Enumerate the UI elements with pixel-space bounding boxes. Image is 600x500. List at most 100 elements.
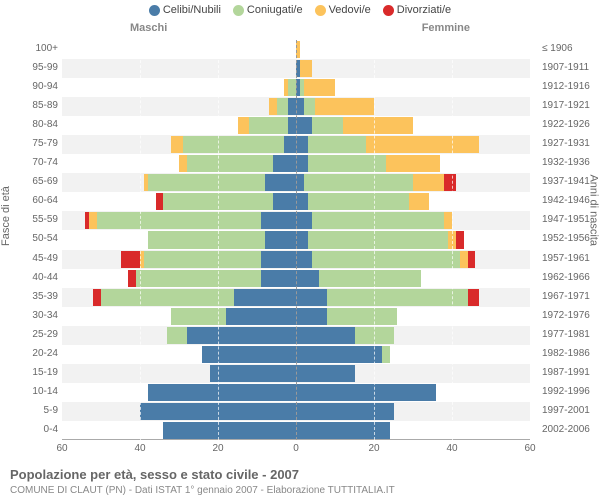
bar-segment xyxy=(296,174,304,191)
bar-segment xyxy=(460,251,468,268)
bar-segment xyxy=(187,155,273,172)
male-bar xyxy=(128,270,296,287)
bar-segment xyxy=(136,270,261,287)
birth-label: 1977-1981 xyxy=(542,326,600,343)
female-bar xyxy=(296,193,429,210)
female-bar xyxy=(296,251,475,268)
female-bar xyxy=(296,308,397,325)
bar-segment xyxy=(179,155,187,172)
age-label: 40-44 xyxy=(0,269,58,286)
birth-label: 1997-2001 xyxy=(542,402,600,419)
legend-label: Vedovi/e xyxy=(329,4,371,16)
age-label: 45-49 xyxy=(0,250,58,267)
female-bar xyxy=(296,289,479,306)
male-bar xyxy=(202,346,296,363)
male-bar xyxy=(148,384,296,401)
population-pyramid-chart: Celibi/NubiliConiugati/eVedovi/eDivorzia… xyxy=(0,0,600,500)
birth-label: 1952-1956 xyxy=(542,230,600,247)
bar-segment xyxy=(284,136,296,153)
bar-segment xyxy=(202,346,296,363)
bar-segment xyxy=(386,155,441,172)
bar-segment xyxy=(296,422,390,439)
x-tick: 40 xyxy=(446,443,457,454)
legend-swatch xyxy=(149,5,160,16)
birth-label: 2002-2006 xyxy=(542,421,600,438)
bar-segment xyxy=(187,327,296,344)
bar-segment xyxy=(288,79,296,96)
age-label: 100+ xyxy=(0,40,58,57)
female-bar xyxy=(296,384,436,401)
bar-segment xyxy=(163,193,272,210)
birth-label: ≤ 1906 xyxy=(542,40,600,57)
age-label: 65-69 xyxy=(0,173,58,190)
bar-segment xyxy=(163,422,296,439)
female-bar xyxy=(296,327,394,344)
bar-segment xyxy=(319,270,420,287)
bar-segment xyxy=(304,98,316,115)
female-bar xyxy=(296,365,355,382)
birth-label: 1922-1926 xyxy=(542,116,600,133)
bar-segment xyxy=(448,231,456,248)
gender-male-label: Maschi xyxy=(130,22,167,34)
birth-label: 1992-1996 xyxy=(542,383,600,400)
bar-segment xyxy=(304,174,413,191)
female-bar xyxy=(296,98,374,115)
bar-segment xyxy=(273,193,296,210)
bar-segment xyxy=(183,136,284,153)
gender-female-label: Femmine xyxy=(422,22,470,34)
bar-segment xyxy=(234,289,296,306)
bar-segment xyxy=(148,384,296,401)
age-label: 90-94 xyxy=(0,78,58,95)
age-label: 20-24 xyxy=(0,345,58,362)
legend-item: Coniugati/e xyxy=(233,4,303,16)
bar-segment xyxy=(468,289,480,306)
bar-segment xyxy=(226,308,296,325)
bar-segment xyxy=(296,193,308,210)
legend-item: Divorziati/e xyxy=(383,4,451,16)
birth-label: 1987-1991 xyxy=(542,364,600,381)
bar-segment xyxy=(296,117,312,134)
bar-segment xyxy=(296,270,319,287)
male-bar xyxy=(121,251,296,268)
bar-segment xyxy=(296,403,394,420)
bar-segment xyxy=(288,117,296,134)
bar-segment xyxy=(296,251,312,268)
female-bar xyxy=(296,174,456,191)
male-bar xyxy=(171,136,296,153)
bar-segment xyxy=(296,231,308,248)
bar-segment xyxy=(308,193,409,210)
x-tick: 40 xyxy=(134,443,145,454)
birth-label: 1962-1966 xyxy=(542,269,600,286)
age-label: 55-59 xyxy=(0,211,58,228)
male-bar xyxy=(167,327,296,344)
bar-segment xyxy=(101,289,234,306)
female-bar xyxy=(296,403,394,420)
male-bar xyxy=(179,155,296,172)
male-bar xyxy=(148,231,296,248)
female-bar xyxy=(296,155,440,172)
bar-segment xyxy=(148,174,265,191)
bar-segment xyxy=(312,117,343,134)
x-tick: 0 xyxy=(293,443,299,454)
bar-segment xyxy=(327,289,467,306)
bar-segment xyxy=(167,327,187,344)
bar-segment xyxy=(444,212,452,229)
plot-area xyxy=(62,40,530,440)
bar-segment xyxy=(296,98,304,115)
bar-segment xyxy=(140,403,296,420)
bar-segment xyxy=(261,212,296,229)
age-label: 5-9 xyxy=(0,402,58,419)
bar-segment xyxy=(296,346,382,363)
male-bar xyxy=(140,403,296,420)
female-bar xyxy=(296,117,413,134)
age-label: 60-64 xyxy=(0,192,58,209)
female-bar xyxy=(296,60,312,77)
bar-segment xyxy=(409,193,429,210)
male-bar xyxy=(238,117,296,134)
birth-label: 1907-1911 xyxy=(542,59,600,76)
legend-label: Coniugati/e xyxy=(247,4,303,16)
male-bar xyxy=(284,79,296,96)
bar-segment xyxy=(296,384,436,401)
chart-title: Popolazione per età, sesso e stato civil… xyxy=(10,467,299,482)
bar-segment xyxy=(273,155,296,172)
